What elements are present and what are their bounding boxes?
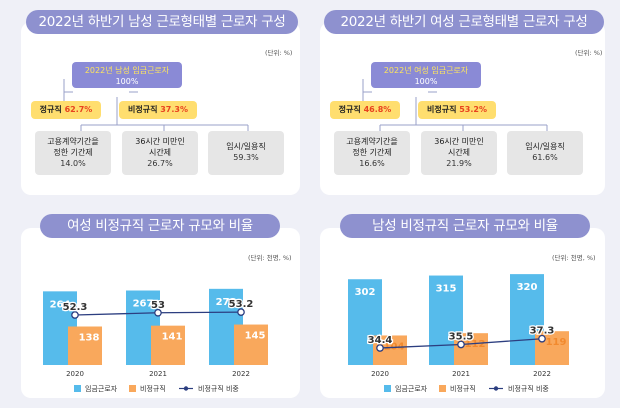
legend-label: 비정규직 비중	[508, 384, 549, 393]
legend-swatch-wage	[74, 385, 81, 392]
legend-label: 임금근로자	[395, 384, 428, 393]
legend-label: 비정규직 비중	[198, 384, 239, 393]
female-leaf-line1: 고용계약기간을	[346, 137, 398, 146]
wage-value-label: 315	[436, 284, 457, 295]
male-root-box: 2022년 남성 임금근로자 100%	[72, 62, 182, 88]
female-nonregular-chart: 264 138 2020 267 141 2021 273 145 2022 52.3 53 53.2…	[43, 288, 268, 393]
wage-value-label: 302	[355, 287, 376, 298]
male-chart-title: 남성 비정규직 근로자 규모와 비율	[340, 214, 590, 238]
male-leaf-line1: 고용계약기간을	[47, 137, 99, 146]
male-leaf-line1: 36시간 미만인	[135, 137, 185, 146]
legend-marker-ratio	[183, 386, 189, 391]
male-leaf-line2: 시간제	[148, 148, 172, 157]
male-regular-label: 정규직	[39, 105, 62, 114]
ratio-value-label: 37.3	[530, 326, 555, 337]
male-regular-box: 정규직 62.7%	[31, 101, 101, 119]
female-nonregular-value: 53.2%	[459, 105, 487, 114]
male-root-value: 100%	[115, 77, 139, 86]
wage-value-label: 320	[517, 282, 538, 293]
female-regular-value: 46.8%	[363, 105, 392, 114]
male-root-label: 2022년 남성 임금근로자	[84, 66, 170, 75]
ratio-point	[538, 334, 546, 343]
female-nonregular-label: 비정규직	[426, 105, 457, 114]
ratio-value-label: 52.3	[63, 302, 88, 313]
wage-value-label: 264	[50, 299, 71, 310]
male-leaf-part-time: 36시간 미만인 시간제 26.7%	[122, 131, 198, 175]
legend-swatch-nonregular	[129, 385, 136, 392]
female-leaf-line1: 임시/일용직	[525, 142, 565, 151]
female-regular-label: 정규직	[338, 105, 361, 114]
female-chart-unit: (단위: 천명, %)	[248, 254, 292, 262]
female-regular-box: 정규직 46.8%	[330, 101, 400, 119]
male-leaf-temporary: 임시/일용직 59.3%	[208, 131, 284, 175]
male-leaf-value: 14.0%	[60, 159, 86, 168]
ratio-point	[376, 344, 384, 352]
male-leaf-value: 59.3%	[233, 153, 259, 162]
female-root-box: 2022년 여성 임금근로자 100%	[371, 62, 481, 88]
female-structure-card: 2022년 여성 임금근로자 100% 정규직 46.8% 비정규직 53.2%…	[320, 22, 605, 195]
female-leaf-line1: 36시간 미만인	[434, 137, 484, 146]
ratio-point	[457, 340, 465, 349]
female-chart-card: 264 138 2020 267 141 2021 273 145 2022 52.3 53 53.2…	[21, 228, 300, 398]
legend-label: 임금근로자	[85, 384, 118, 393]
female-root-value: 100%	[414, 77, 438, 86]
wage-value-label: 273	[216, 297, 237, 308]
male-chart-unit: (단위: 천명, %)	[552, 254, 596, 262]
male-leaf-value: 26.7%	[147, 159, 173, 168]
male-regular-value: 62.7%	[64, 105, 93, 114]
nonregular-bar	[454, 333, 488, 365]
male-leaf-line1: 임시/일용직	[226, 142, 266, 151]
female-nonregular-box: 비정규직 53.2%	[418, 101, 496, 119]
nonregular-bar	[68, 326, 102, 365]
nonregular-value-label: 138	[79, 332, 100, 343]
nonregular-value-label: 119	[546, 337, 567, 348]
ratio-point	[154, 308, 162, 317]
male-structure-card: 2022년 남성 임금근로자 100% 정규직 62.7% 비정규직 37.3%…	[21, 22, 300, 195]
x-tick-label: 2022	[232, 370, 250, 378]
ratio-point	[71, 311, 79, 319]
female-leaf-value: 16.6%	[359, 159, 385, 168]
nonregular-value-label: 141	[162, 332, 183, 343]
ratio-value-label: 34.4	[368, 335, 393, 346]
x-tick-label: 2020	[371, 370, 389, 378]
male-chart-card: 302 104 2020 315 112 2021 320 119 2022 34.4 35.5 37…	[320, 228, 605, 398]
x-tick-label: 2021	[149, 370, 167, 378]
female-leaf-line2: 정한 기간제	[352, 148, 392, 157]
ratio-value-label: 53	[151, 300, 165, 311]
female-root-label: 2022년 여성 임금근로자	[383, 66, 469, 75]
female-leaf-value: 61.6%	[532, 153, 558, 162]
male-structure-unit: (단위: %)	[265, 49, 293, 57]
female-structure-unit: (단위: %)	[575, 49, 603, 57]
female-leaf-line2: 시간제	[447, 148, 471, 157]
male-structure-title: 2022년 하반기 남성 근로형태별 근로자 구성	[26, 10, 298, 34]
wage-value-label: 267	[133, 299, 154, 310]
ratio-value-label: 35.5	[449, 331, 474, 342]
female-leaf-value: 21.9%	[446, 159, 472, 168]
nonregular-bar	[234, 324, 268, 365]
x-tick-label: 2020	[66, 370, 84, 378]
ratio-value-label: 53.2	[229, 299, 254, 310]
legend-label: 비정규직	[140, 384, 166, 393]
nonregular-value-label: 112	[465, 339, 486, 350]
male-leaf-line2: 정한 기간제	[53, 148, 93, 157]
legend-marker-ratio	[493, 386, 499, 391]
female-leaf-fixed-term: 고용계약기간을 정한 기간제 16.6%	[334, 131, 410, 175]
legend-label: 비정규직	[450, 384, 476, 393]
legend-swatch-nonregular	[439, 385, 446, 392]
female-leaf-part-time: 36시간 미만인 시간제 21.9%	[421, 131, 497, 175]
nonregular-bar	[151, 325, 185, 365]
male-leaf-fixed-term: 고용계약기간을 정한 기간제 14.0%	[35, 131, 111, 175]
male-nonregular-box: 비정규직 37.3%	[119, 101, 197, 119]
nonregular-value-label: 145	[245, 331, 266, 342]
x-tick-label: 2022	[533, 370, 551, 378]
male-nonregular-label: 비정규직	[127, 105, 158, 114]
legend-swatch-wage	[384, 385, 391, 392]
ratio-point	[237, 308, 245, 316]
male-nonregular-value: 37.3%	[160, 105, 188, 114]
female-leaf-temporary: 임시/일용직 61.6%	[507, 131, 583, 175]
female-chart-title: 여성 비정규직 근로자 규모와 비율	[40, 214, 280, 238]
x-tick-label: 2021	[452, 370, 470, 378]
female-structure-title: 2022년 하반기 여성 근로형태별 근로자 구성	[324, 10, 604, 34]
